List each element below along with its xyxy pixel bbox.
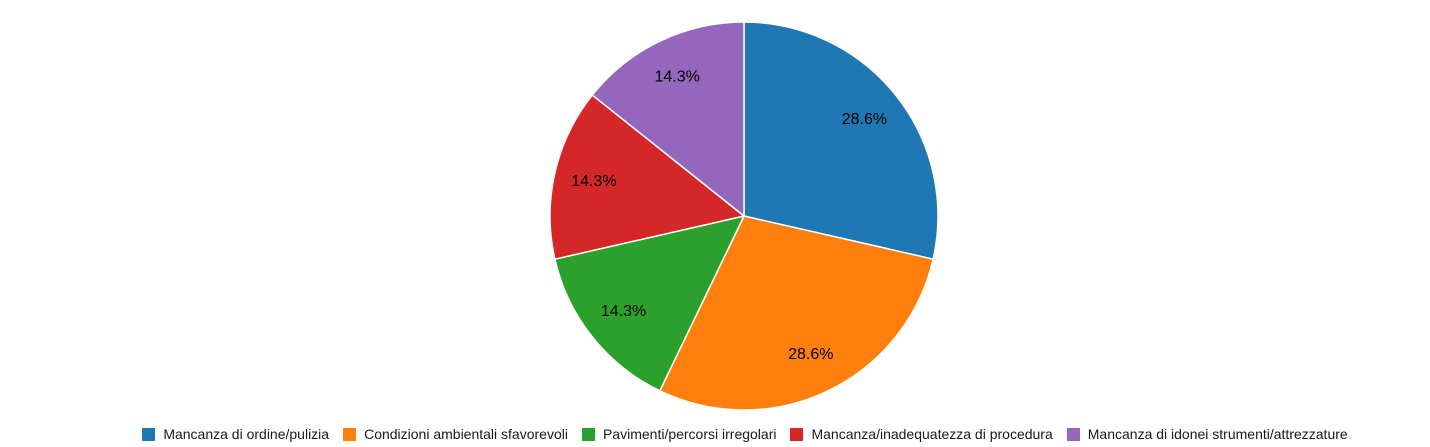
pie-percent-label: 28.6% xyxy=(842,111,887,128)
legend-swatch-icon xyxy=(581,427,595,441)
legend-item-4[interactable]: Mancanza/inadequatezza di procedura xyxy=(790,423,1053,445)
legend-label: Mancanza di idonei strumenti/attrezzatur… xyxy=(1087,426,1348,442)
pie-percent-label: 14.3% xyxy=(655,69,700,86)
pie-percent-label: 14.3% xyxy=(601,303,646,320)
pie-percent-label: 14.3% xyxy=(571,173,616,190)
legend-item-3[interactable]: Pavimenti/percorsi irregolari xyxy=(581,423,777,445)
legend-swatch-icon xyxy=(1066,427,1080,441)
legend-label: Pavimenti/percorsi irregolari xyxy=(602,426,777,442)
pie-slice-1[interactable] xyxy=(743,21,939,260)
legend-item-5[interactable]: Mancanza di idonei strumenti/attrezzatur… xyxy=(1066,423,1348,445)
legend-swatch-icon xyxy=(343,427,357,441)
pie-slice-5[interactable] xyxy=(591,21,745,217)
legend-swatch-icon xyxy=(790,427,804,441)
pie-slice-2[interactable] xyxy=(659,215,934,411)
legend-label: Mancanza/inadequatezza di procedura xyxy=(811,426,1053,442)
legend-label: Mancanza di ordine/pulizia xyxy=(163,426,330,442)
legend: Mancanza di ordine/pulizia Condizioni amb… xyxy=(60,423,1430,445)
legend-label: Condizioni ambientali sfavorevoli xyxy=(364,426,568,442)
legend-swatch-icon xyxy=(142,427,156,441)
pie-slice-4[interactable] xyxy=(549,94,745,260)
legend-item-2[interactable]: Condizioni ambientali sfavorevoli xyxy=(343,423,568,445)
legend-item-1[interactable]: Mancanza di ordine/pulizia xyxy=(142,423,329,445)
pie-percent-label: 28.6% xyxy=(788,346,833,363)
pie-slice-3[interactable] xyxy=(554,215,745,392)
